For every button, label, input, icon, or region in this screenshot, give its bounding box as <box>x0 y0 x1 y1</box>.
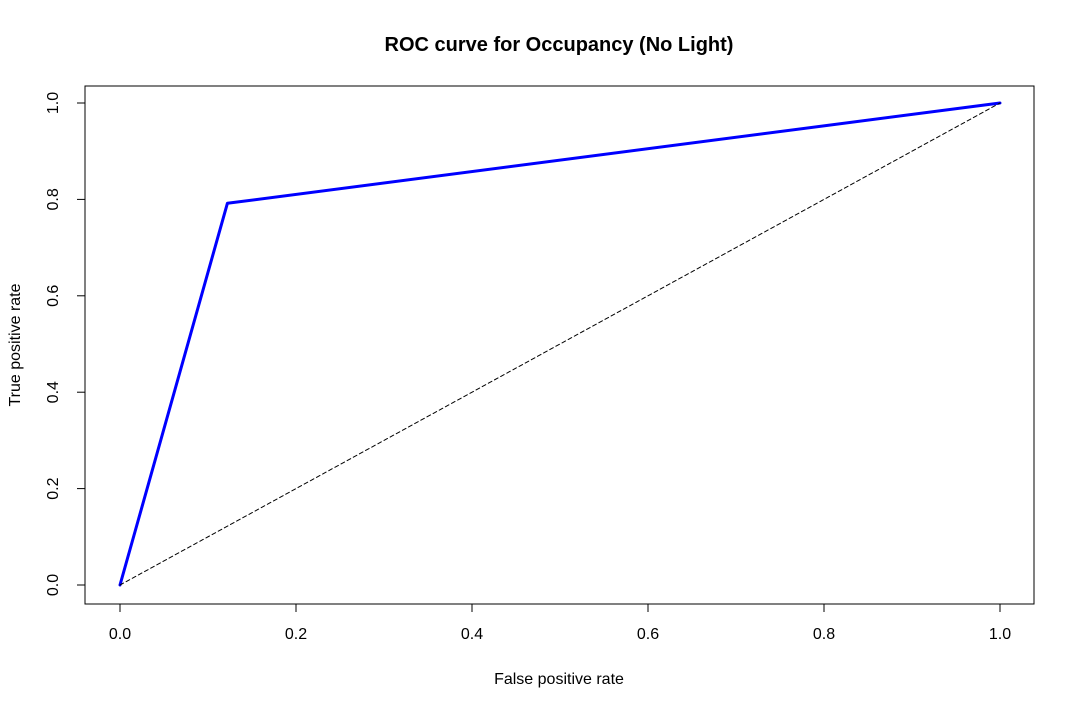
x-axis-label: False positive rate <box>494 671 624 688</box>
y-axis: 0.0 0.2 0.4 0.6 0.8 1.0 <box>45 92 86 596</box>
diagonal-reference-line <box>119 102 1001 586</box>
chart-title: ROC curve for Occupancy (No Light) <box>385 34 734 56</box>
x-axis: 0.0 0.2 0.4 0.6 0.8 1.0 <box>109 603 1011 643</box>
x-tick-label: 0.6 <box>637 626 659 643</box>
roc-curve-line <box>118 101 1002 587</box>
y-tick-label: 0.4 <box>45 381 62 403</box>
y-tick-label: 0.2 <box>45 477 62 499</box>
y-axis-label: True positive rate <box>7 283 24 406</box>
x-tick-label: 0.4 <box>461 626 483 643</box>
series-layer <box>118 101 1002 587</box>
y-tick-label: 1.0 <box>45 92 62 114</box>
x-tick-label: 0.0 <box>109 626 131 643</box>
y-tick-label: 0.8 <box>45 188 62 210</box>
x-tick-label: 0.8 <box>813 626 835 643</box>
y-tick-label: 0.6 <box>45 285 62 307</box>
y-tick-label: 0.0 <box>45 574 62 596</box>
x-tick-label: 1.0 <box>989 626 1011 643</box>
x-tick-label: 0.2 <box>285 626 307 643</box>
